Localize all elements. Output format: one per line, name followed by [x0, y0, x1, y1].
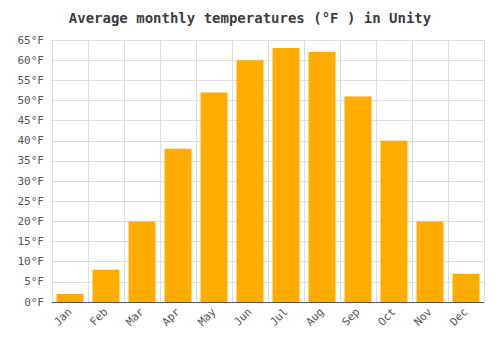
svg-text:May: May [195, 305, 218, 328]
svg-text:Nov: Nov [411, 305, 434, 328]
svg-text:5°F: 5°F [24, 275, 44, 288]
svg-text:45°F: 45°F [18, 114, 45, 127]
svg-text:55°F: 55°F [18, 74, 45, 87]
svg-text:30°F: 30°F [18, 175, 45, 188]
svg-text:50°F: 50°F [18, 94, 45, 107]
svg-text:20°F: 20°F [18, 215, 45, 228]
svg-text:60°F: 60°F [18, 54, 45, 67]
svg-text:Mar: Mar [123, 305, 146, 328]
svg-text:35°F: 35°F [18, 154, 45, 167]
svg-text:Feb: Feb [87, 305, 110, 328]
svg-text:Aug: Aug [303, 305, 326, 328]
svg-text:Apr: Apr [159, 305, 182, 328]
svg-text:10°F: 10°F [18, 255, 45, 268]
svg-text:0°F: 0°F [24, 296, 44, 309]
svg-text:Jan: Jan [51, 305, 74, 328]
svg-text:Jul: Jul [267, 305, 290, 328]
svg-text:25°F: 25°F [18, 195, 45, 208]
svg-text:Sep: Sep [339, 305, 362, 328]
svg-text:40°F: 40°F [18, 134, 45, 147]
svg-text:Oct: Oct [375, 305, 398, 328]
svg-text:15°F: 15°F [18, 235, 45, 248]
svg-text:65°F: 65°F [18, 34, 45, 47]
svg-text:Dec: Dec [447, 305, 470, 328]
svg-text:Average monthly temperatures (: Average monthly temperatures (°F ) in Un… [69, 10, 432, 26]
svg-text:Jun: Jun [231, 305, 254, 328]
